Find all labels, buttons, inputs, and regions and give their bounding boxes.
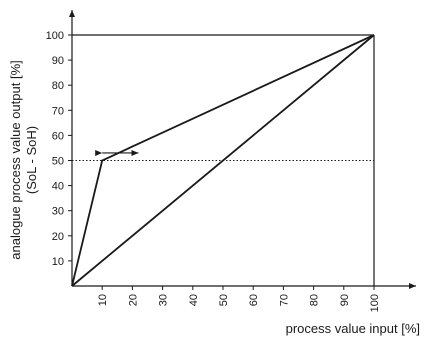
y-tick-label-100: 100	[46, 30, 64, 42]
y-axis-title-line2: (SoL - SoH)	[24, 126, 39, 194]
series-line-1	[71, 34, 375, 287]
y-axis-ticks: 10 20 30 40 50 60 70 80 90 100	[46, 30, 72, 268]
x-tick-label-30: 30	[158, 294, 170, 306]
x-axis-title: process value input [%]	[286, 321, 420, 336]
y-tick-label-90: 90	[52, 55, 64, 67]
x-tick-label-40: 40	[188, 294, 200, 306]
x-tick-label-10: 10	[97, 294, 109, 306]
x-tick-label-80: 80	[309, 294, 321, 306]
y-tick-label-70: 70	[52, 105, 64, 117]
y-axis-title: analogue process value output [%] (SoL -…	[8, 60, 39, 259]
x-axis-ticks: 10 20 30 40 50 60 70 80 90 100	[97, 286, 381, 312]
series-line-2	[71, 34, 375, 287]
x-tick-label-60: 60	[248, 294, 260, 306]
y-tick-label-60: 60	[52, 130, 64, 142]
y-tick-label-80: 80	[52, 80, 64, 92]
x-tick-label-50: 50	[218, 294, 230, 306]
y-tick-label-40: 40	[52, 181, 64, 193]
y-tick-label-30: 30	[52, 206, 64, 218]
x-tick-label-20: 20	[127, 294, 139, 306]
y-tick-label-10: 10	[52, 256, 64, 268]
y-tick-label-20: 20	[52, 231, 64, 243]
x-tick-label-70: 70	[278, 294, 290, 306]
x-tick-label-90: 90	[339, 294, 351, 306]
axes	[69, 10, 416, 289]
y-tick-label-50: 50	[52, 156, 64, 168]
y-axis-title-line1: analogue process value output [%]	[8, 60, 23, 259]
series-layer	[71, 34, 375, 287]
x-tick-label-100: 100	[369, 294, 381, 312]
